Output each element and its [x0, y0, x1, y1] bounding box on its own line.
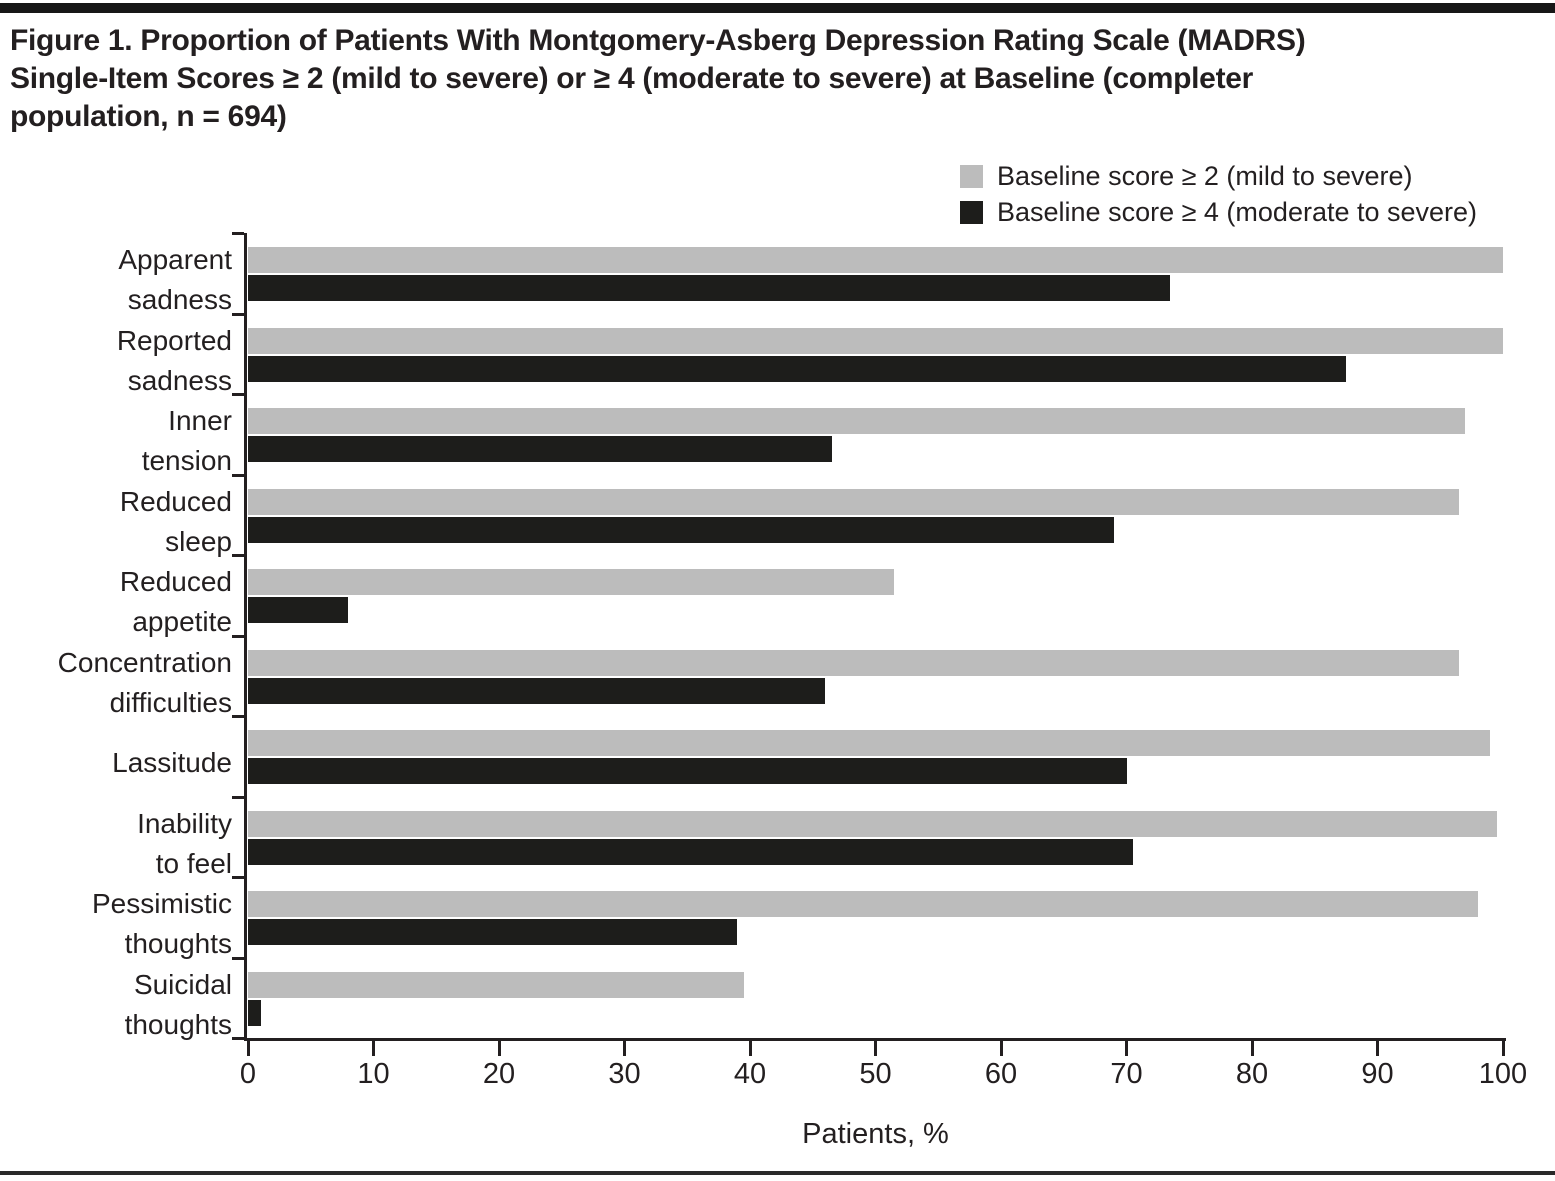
y-axis-tick: [232, 956, 244, 960]
x-tick-label: 30: [608, 1058, 641, 1090]
category-label-line: Reported: [116, 324, 232, 356]
y-axis-tick: [232, 232, 244, 235]
x-tick-label: 10: [357, 1058, 390, 1090]
category-label-line: Inner: [168, 405, 232, 436]
x-axis-tick: [372, 1041, 375, 1056]
x-tick-label: 20: [482, 1058, 516, 1090]
bar-baseline-ge4: [248, 597, 349, 623]
y-axis-tick: [232, 393, 244, 396]
x-tick-label: 50: [859, 1058, 892, 1090]
category-label-line: Pessimistic: [91, 888, 232, 919]
bar-baseline-ge4: [248, 275, 1171, 301]
y-axis-tick: [232, 715, 244, 718]
category-label: Lassitude: [0, 743, 232, 783]
y-axis-tick: [232, 554, 244, 557]
category-label: Suicidal thoughts: [0, 965, 232, 1045]
bar-baseline-ge2: [248, 971, 744, 998]
bar-baseline-ge2: [248, 649, 1460, 676]
figure-title: Figure 1. Proportion of Patients With Mo…: [10, 22, 1555, 136]
x-axis-tick: [497, 1041, 501, 1056]
bar-baseline-ge2: [248, 810, 1497, 837]
category-label-line: Reduced: [119, 566, 232, 597]
bottom-divider-rule: [0, 1171, 1555, 1175]
category-label: Apparent sadness: [0, 240, 232, 320]
category-label-line: Reduced: [119, 485, 232, 517]
category-label-line: difficulties: [109, 686, 232, 718]
category-label-line: sadness: [127, 364, 232, 396]
x-axis-tick: [623, 1041, 626, 1056]
x-axis-title: Patients, %: [802, 1118, 949, 1150]
category-label-line: Concentration: [57, 646, 232, 678]
bar-baseline-ge2: [248, 891, 1478, 917]
category-label: Inability to feel: [0, 804, 232, 884]
category-label-line: to feel: [155, 847, 232, 879]
y-axis-line: [244, 233, 247, 1041]
x-axis-tick: [999, 1041, 1003, 1056]
y-axis-tick: [232, 634, 244, 638]
figure-title-line-3: population, n = 694): [10, 100, 287, 133]
category-label-line: tension: [141, 445, 232, 476]
x-tick-label: 0: [239, 1058, 257, 1090]
category-label: Pessimistic thoughts: [0, 884, 232, 964]
x-axis-tick: [246, 1041, 250, 1056]
x-tick-label: 90: [1361, 1058, 1394, 1090]
top-divider-rule: [0, 3, 1555, 13]
y-axis-tick: [232, 473, 244, 477]
y-axis-tick: [232, 312, 244, 316]
x-tick-label: 40: [733, 1058, 767, 1090]
category-label: Reduced appetite: [0, 562, 232, 642]
figure-title-line-2: Single-Item Scores ≥ 2 (mild to severe) …: [10, 62, 1254, 95]
bar-baseline-ge2: [248, 569, 895, 595]
bar-baseline-ge4: [248, 999, 261, 1026]
category-label-line: Inability: [137, 807, 232, 839]
category-label-line: Apparent: [118, 244, 232, 275]
legend-item-score-ge2: Baseline score ≥ 2 (mild to severe): [960, 158, 1477, 194]
category-label-line: sleep: [165, 525, 232, 557]
x-tick-label: 80: [1235, 1058, 1269, 1090]
category-label: Reduced sleep: [0, 482, 232, 562]
category-label: Inner tension: [0, 401, 232, 481]
category-label: Reported sadness: [0, 321, 232, 401]
x-tick-label: 70: [1110, 1058, 1143, 1090]
y-axis-tick: [232, 876, 244, 879]
legend-item-score-ge4: Baseline score ≥ 4 (moderate to severe): [960, 194, 1477, 230]
bar-baseline-ge4: [248, 516, 1114, 543]
x-axis-line: [244, 1038, 1506, 1041]
x-axis-tick: [1376, 1041, 1379, 1056]
bar-baseline-ge2: [248, 247, 1503, 273]
x-axis-tick: [1250, 1041, 1254, 1056]
bar-baseline-ge2: [248, 327, 1503, 354]
y-axis-tick: [232, 1037, 244, 1040]
y-axis-tick: [232, 795, 244, 799]
bar-baseline-ge4: [248, 758, 1127, 784]
category-label-line: appetite: [132, 606, 232, 637]
x-axis-tick: [874, 1041, 877, 1056]
bar-baseline-ge2: [248, 730, 1491, 756]
bar-baseline-ge4: [248, 919, 738, 945]
category-label-line: thoughts: [124, 928, 232, 959]
bar-baseline-ge4: [248, 677, 826, 704]
bar-baseline-ge4: [248, 436, 832, 462]
category-label-line: thoughts: [124, 1008, 232, 1040]
x-tick-label: 60: [984, 1058, 1018, 1090]
x-axis-tick: [1501, 1041, 1505, 1056]
x-axis-tick: [748, 1041, 752, 1056]
x-tick-label: 100: [1478, 1058, 1528, 1090]
category-label-line: Lassitude: [112, 747, 232, 778]
legend-swatch-gray: [960, 164, 983, 188]
legend-label-score-ge4: Baseline score ≥ 4 (moderate to severe): [997, 196, 1478, 227]
category-label-line: sadness: [127, 284, 232, 315]
bar-baseline-ge4: [248, 355, 1347, 382]
bar-baseline-ge4: [248, 838, 1133, 865]
bar-baseline-ge2: [248, 488, 1460, 515]
figure-title-line-1: Figure 1. Proportion of Patients With Mo…: [10, 24, 1306, 57]
legend-swatch-black: [960, 200, 983, 224]
category-label: Concentration difficulties: [0, 643, 232, 723]
legend: Baseline score ≥ 2 (mild to severe) Base…: [960, 158, 1477, 230]
x-axis-tick: [1125, 1041, 1128, 1056]
legend-label-score-ge2: Baseline score ≥ 2 (mild to severe): [997, 160, 1413, 191]
category-label-line: Suicidal: [133, 968, 232, 1000]
bar-baseline-ge2: [248, 408, 1466, 434]
